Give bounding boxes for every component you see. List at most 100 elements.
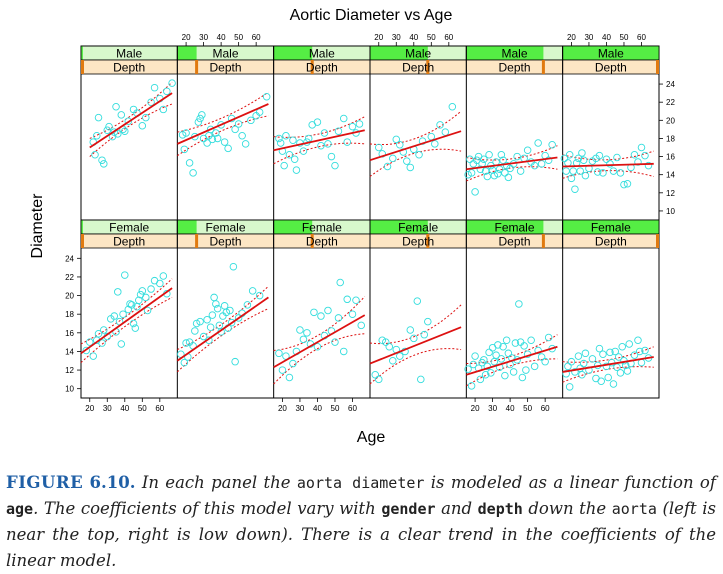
data-point xyxy=(523,146,532,154)
data-point xyxy=(481,370,490,379)
data-point xyxy=(142,293,150,302)
data-point xyxy=(94,113,103,122)
data-point xyxy=(131,324,140,332)
gender-strip-fill xyxy=(273,46,313,60)
data-point xyxy=(467,169,476,177)
data-point xyxy=(537,160,546,168)
x-tick-label: 20 xyxy=(85,404,94,413)
data-point xyxy=(296,326,304,334)
x-tick-label: 30 xyxy=(295,404,304,413)
data-point xyxy=(564,362,572,371)
data-point xyxy=(275,349,283,358)
data-point xyxy=(541,357,549,366)
data-point xyxy=(317,141,325,150)
panels: MaleDepthMaleDepthMaleDepthMaleDepthMale… xyxy=(65,33,675,413)
data-point xyxy=(117,111,126,119)
depth-strip-label: Depth xyxy=(595,235,627,249)
data-point xyxy=(420,330,429,339)
data-point xyxy=(238,131,246,140)
data-point xyxy=(424,317,432,326)
data-point xyxy=(490,357,499,366)
data-point xyxy=(348,310,357,318)
caption-text-4: and xyxy=(435,499,478,518)
data-point xyxy=(504,349,513,358)
data-point xyxy=(389,154,397,163)
data-point xyxy=(544,156,553,164)
data-point xyxy=(324,306,332,315)
gender-strip-fill xyxy=(370,46,428,60)
lower-confidence-band xyxy=(176,308,269,373)
data-point xyxy=(485,348,493,357)
gender-strip-fill xyxy=(562,220,659,234)
upper-confidence-band xyxy=(80,278,173,345)
gender-strip-label: Male xyxy=(501,47,527,61)
data-point xyxy=(229,262,238,271)
caption-text-6: (left is near the top, right is low down… xyxy=(6,499,716,570)
upper-confidence-band xyxy=(466,334,558,365)
data-point xyxy=(599,350,607,358)
data-point xyxy=(630,150,639,159)
data-point xyxy=(448,102,457,111)
depth-strip-label: Depth xyxy=(306,235,338,249)
regression-line xyxy=(176,103,269,145)
data-point xyxy=(178,131,187,139)
x-tick-label: 40 xyxy=(409,33,418,42)
data-point xyxy=(124,117,133,125)
data-point xyxy=(385,343,394,351)
data-point xyxy=(544,333,553,342)
data-point xyxy=(119,310,127,318)
data-point xyxy=(620,180,628,189)
regression-line xyxy=(273,129,365,152)
caption-text-5: down the xyxy=(522,499,612,518)
upper-confidence-band xyxy=(177,91,269,133)
data-point xyxy=(471,352,479,360)
upper-confidence-band xyxy=(466,145,558,161)
data-point xyxy=(89,352,98,360)
data-point xyxy=(208,135,217,144)
data-point xyxy=(194,118,203,126)
data-point xyxy=(313,118,322,126)
data-point xyxy=(213,134,222,143)
data-point xyxy=(602,155,611,164)
data-point xyxy=(611,347,619,356)
data-point xyxy=(485,150,493,159)
data-point xyxy=(290,155,299,164)
regression-line xyxy=(562,162,654,168)
data-point xyxy=(203,139,211,147)
data-point xyxy=(441,128,450,136)
data-point xyxy=(159,105,168,114)
data-point xyxy=(464,170,472,179)
depth-strip-label: Depth xyxy=(209,235,241,249)
data-point xyxy=(534,346,542,355)
regression-line xyxy=(89,92,173,149)
data-point xyxy=(352,296,360,304)
data-point xyxy=(129,319,138,328)
data-point xyxy=(86,338,94,346)
x-tick-label: 60 xyxy=(637,33,646,42)
caption-keyword-depth: depth xyxy=(477,500,523,518)
data-point xyxy=(112,102,120,111)
upper-confidence-band xyxy=(273,296,366,352)
gender-strip-label: Female xyxy=(302,221,342,235)
data-point xyxy=(289,359,297,368)
data-point xyxy=(163,87,171,96)
data-point xyxy=(103,126,112,135)
data-point xyxy=(548,141,556,149)
data-point xyxy=(375,375,383,384)
gender-strip-label: Female xyxy=(205,221,245,235)
data-point xyxy=(124,305,133,314)
data-point xyxy=(142,113,150,122)
data-point xyxy=(128,301,136,309)
data-point xyxy=(231,357,239,366)
data-point xyxy=(91,150,99,159)
gender-strip-fill xyxy=(81,220,83,234)
lower-confidence-band xyxy=(177,115,269,157)
data-point xyxy=(579,156,588,164)
x-tick-label: 50 xyxy=(138,404,147,413)
data-point xyxy=(199,332,208,341)
data-point xyxy=(481,167,490,175)
data-point xyxy=(522,366,530,374)
data-point xyxy=(499,343,507,351)
data-point xyxy=(597,377,605,385)
